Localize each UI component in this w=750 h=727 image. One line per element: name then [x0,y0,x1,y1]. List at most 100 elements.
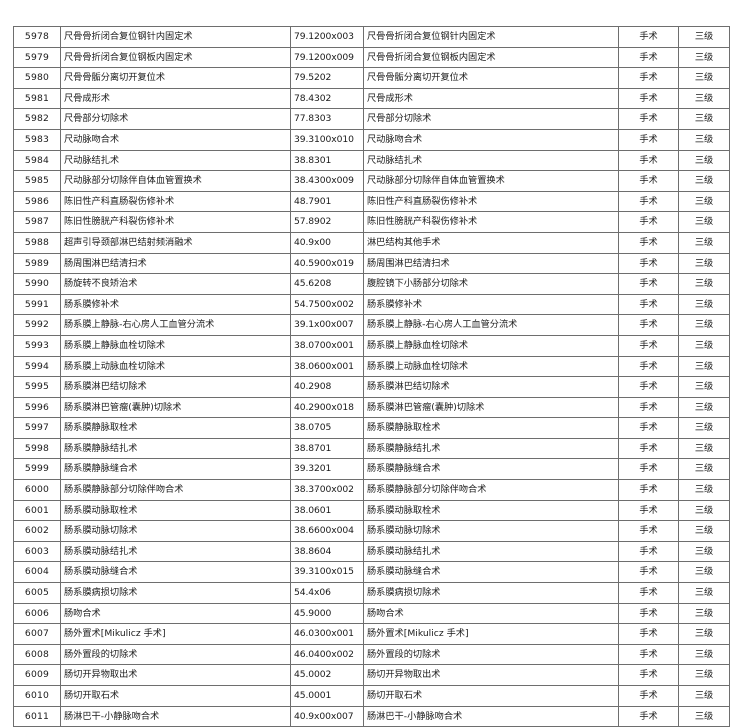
cell-procedure-name-standard: 肠淋巴干-小静脉吻合术 [363,705,619,727]
cell-sequence-number: 5997 [13,417,61,439]
cell-procedure-name: 肠淋巴干-小静脉吻合术 [60,705,291,727]
cell-procedure-name: 肠系膜动脉取栓术 [60,499,291,522]
cell-procedure-name: 超声引导颈部淋巴结射频消融术 [60,231,291,254]
cell-grade: 三级 [678,685,730,707]
table-row: 5990 肠旋转不良矫治术 45.6208 腹腔镜下小肠部分切除术 手术 三级 [13,273,730,295]
table-row: 6004 肠系膜动脉缝合术 39.3100x015 肠系膜动脉缝合术 手术 三级 [13,561,730,584]
cell-grade: 三级 [678,252,730,275]
procedure-catalog-table: 5978 尺骨骨折闭合复位钢针内固定术 79.1200x003 尺骨骨折闭合复位钢针内… [13,26,730,727]
cell-grade: 三级 [678,26,730,48]
cell-grade: 三级 [678,231,730,254]
cell-sequence-number: 6005 [13,582,61,604]
cell-procedure-name: 肠吻合术 [60,602,291,625]
table-row: 5983 尺动脉吻合术 39.3100x010 尺动脉吻合术 手术 三级 [13,128,730,151]
cell-procedure-code: 38.3700x002 [290,479,364,501]
cell-grade: 三级 [678,396,730,419]
cell-sequence-number: 6002 [13,520,61,542]
cell-procedure-code: 54.7500x002 [290,293,364,316]
cell-procedure-name-standard: 肠系膜静脉结扎术 [363,437,619,460]
cell-procedure-name: 肠系膜静脉部分切除伴吻合术 [60,479,291,501]
page-root: 5978 尺骨骨折闭合复位钢针内固定术 79.1200x003 尺骨骨折闭合复位钢针内… [13,26,730,727]
cell-procedure-name: 尺动脉部分切除伴自体血管置换术 [60,170,291,192]
cell-category: 手术 [618,540,679,563]
cell-grade: 三级 [678,314,730,336]
cell-procedure-code: 40.2908 [290,376,364,398]
cell-procedure-code: 54.4x06 [290,582,364,604]
cell-sequence-number: 6000 [13,479,61,501]
cell-grade: 三级 [678,334,730,357]
cell-procedure-name-standard: 淋巴结构其他手术 [363,231,619,254]
cell-procedure-code: 38.8301 [290,149,364,172]
cell-category: 手术 [618,643,679,666]
cell-procedure-name-standard: 肠外置段的切除术 [363,643,619,666]
cell-grade: 三级 [678,170,730,192]
cell-procedure-code: 38.0600x001 [290,355,364,378]
cell-grade: 三级 [678,293,730,316]
cell-grade: 三级 [678,437,730,460]
cell-category: 手术 [618,458,679,481]
cell-sequence-number: 6008 [13,643,61,666]
table-row: 5992 肠系膜上静脉-右心房人工血管分流术 39.1x00x007 肠系膜上静脉-右… [13,314,730,336]
cell-procedure-code: 40.5900x019 [290,252,364,275]
cell-procedure-name-standard: 尺动脉吻合术 [363,128,619,151]
cell-procedure-code: 45.0002 [290,664,364,686]
cell-procedure-name: 肠系膜静脉取栓术 [60,417,291,439]
cell-sequence-number: 5988 [13,231,61,254]
cell-procedure-name-standard: 肠系膜动脉切除术 [363,520,619,542]
cell-procedure-name-standard: 肠系膜静脉部分切除伴吻合术 [363,479,619,501]
table-row: 5998 肠系膜静脉结扎术 38.8701 肠系膜静脉结扎术 手术 三级 [13,437,730,460]
cell-procedure-name-standard: 肠系膜病损切除术 [363,582,619,604]
cell-procedure-code: 40.2900x018 [290,396,364,419]
cell-category: 手术 [618,437,679,460]
table-row: 5999 肠系膜静脉缝合术 39.3201 肠系膜静脉缝合术 手术 三级 [13,458,730,481]
cell-sequence-number: 5999 [13,458,61,481]
cell-sequence-number: 5979 [13,46,61,69]
cell-procedure-name: 肠系膜静脉结扎术 [60,437,291,460]
cell-procedure-name-standard: 肠周围淋巴结清扫术 [363,252,619,275]
cell-procedure-code: 79.5202 [290,67,364,89]
cell-grade: 三级 [678,376,730,398]
cell-procedure-code: 45.0001 [290,685,364,707]
cell-procedure-code: 46.0300x001 [290,623,364,645]
table-row: 5994 肠系膜上动脉血栓切除术 38.0600x001 肠系膜上动脉血栓切除术 手术三… [13,355,730,378]
cell-procedure-name-standard: 尺骨骨折闭合复位钢板内固定术 [363,46,619,69]
cell-procedure-code: 40.9x00 [290,231,364,254]
cell-sequence-number: 5986 [13,190,61,213]
cell-procedure-name: 肠系膜动脉结扎术 [60,540,291,563]
cell-grade: 三级 [678,499,730,522]
cell-sequence-number: 5981 [13,87,61,110]
cell-grade: 三级 [678,643,730,666]
cell-grade: 三级 [678,623,730,645]
cell-procedure-code: 79.1200x009 [290,46,364,69]
cell-procedure-code: 38.8701 [290,437,364,460]
cell-category: 手术 [618,149,679,172]
table-row: 6008 肠外置段的切除术 46.0400x002 肠外置段的切除术 手术 三级 [13,643,730,666]
cell-sequence-number: 5998 [13,437,61,460]
cell-procedure-name: 尺动脉吻合术 [60,128,291,151]
cell-category: 手术 [618,582,679,604]
cell-category: 手术 [618,87,679,110]
cell-procedure-code: 38.6600x004 [290,520,364,542]
cell-procedure-name: 肠系膜上动脉血栓切除术 [60,355,291,378]
table-row: 5985 尺动脉部分切除伴自体血管置换术 38.4300x009 尺动脉部分切除伴自体… [13,170,730,192]
cell-procedure-name: 肠系膜淋巴管瘤(囊肿)切除术 [60,396,291,419]
cell-procedure-name-standard: 肠系膜静脉缝合术 [363,458,619,481]
cell-procedure-code: 39.3100x010 [290,128,364,151]
cell-procedure-code: 38.8604 [290,540,364,563]
cell-sequence-number: 6007 [13,623,61,645]
cell-procedure-name-standard: 腹腔镜下小肠部分切除术 [363,273,619,295]
cell-category: 手术 [618,273,679,295]
cell-procedure-name-standard: 尺骨骨折闭合复位钢针内固定术 [363,26,619,48]
cell-procedure-name: 肠系膜动脉切除术 [60,520,291,542]
cell-category: 手术 [618,293,679,316]
table-row: 5978 尺骨骨折闭合复位钢针内固定术 79.1200x003 尺骨骨折闭合复位钢针内… [13,26,730,48]
cell-procedure-name-standard: 肠切开取石术 [363,685,619,707]
cell-category: 手术 [618,623,679,645]
cell-procedure-code: 38.4300x009 [290,170,364,192]
cell-category: 手术 [618,211,679,233]
cell-procedure-name-standard: 肠系膜修补术 [363,293,619,316]
cell-category: 手术 [618,128,679,151]
table-body: 5978 尺骨骨折闭合复位钢针内固定术 79.1200x003 尺骨骨折闭合复位钢针内… [13,26,730,727]
table-row: 6002 肠系膜动脉切除术 38.6600x004 肠系膜动脉切除术 手术 三级 [13,520,730,542]
cell-grade: 三级 [678,479,730,501]
